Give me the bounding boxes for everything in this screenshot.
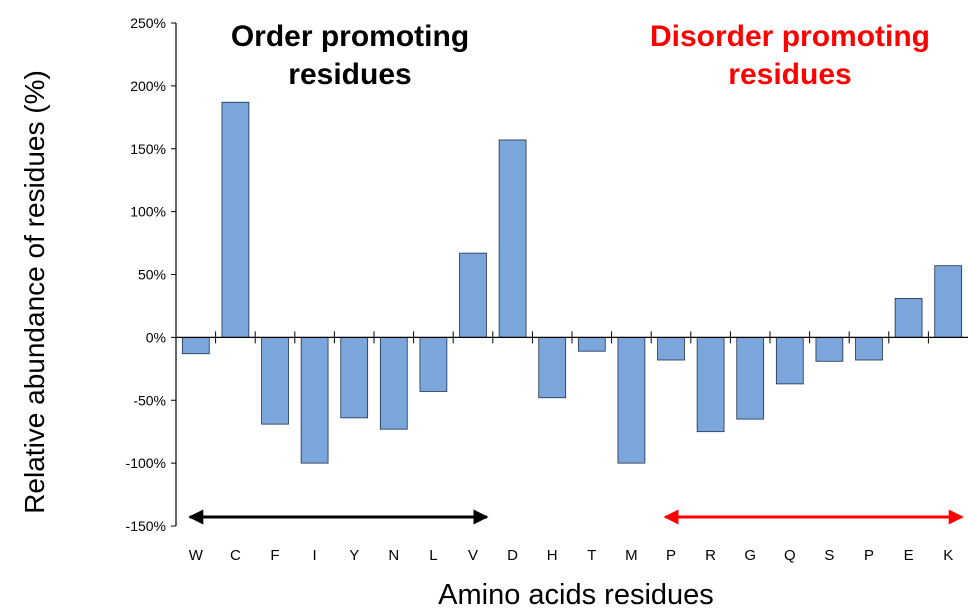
y-tick-label: -100% — [126, 455, 166, 471]
disorder-promoting-annotation: Disorder promoting residues — [610, 18, 968, 94]
x-tick-label-v-7: V — [468, 547, 478, 564]
x-tick-label-c-1: C — [230, 547, 241, 564]
y-axis-label: Relative abundance of residues (%) — [19, 70, 50, 514]
x-tick-label-p-12: P — [666, 547, 676, 564]
bar-m-11 — [617, 336, 646, 464]
x-tick-label-p-17: P — [864, 547, 874, 564]
disorder-annotation-line-1: Disorder promoting — [649, 20, 930, 53]
bar-y-4 — [340, 336, 369, 419]
x-tick-label-q-15: Q — [784, 547, 796, 564]
bar-w-0 — [181, 336, 210, 355]
disorder-annotation-line-2: residues — [728, 58, 852, 91]
order-annotation-line-2: residues — [288, 58, 412, 91]
y-axis-ticks: 250% 200% 150% 100% 50% 0% -50% -100% -150% — [126, 15, 176, 534]
y-tick-label: 200% — [130, 78, 166, 94]
axes — [175, 23, 968, 526]
x-tick-label-w-0: W — [189, 547, 204, 564]
bars — [181, 101, 963, 464]
x-tick-label-l-6: L — [429, 547, 437, 564]
x-tick-label-s-16: S — [824, 547, 834, 564]
bar-t-10 — [577, 336, 606, 352]
y-tick-label: 150% — [130, 141, 166, 157]
x-tick-label-t-10: T — [587, 547, 596, 564]
y-tick-label: 250% — [130, 15, 166, 31]
bar-r-13 — [696, 336, 725, 433]
bar-i-3 — [300, 336, 329, 464]
bar-s-16 — [815, 336, 844, 362]
x-tick-label-d-8: D — [507, 547, 518, 564]
x-tick-label-m-11: M — [625, 547, 638, 564]
bar-e-18 — [894, 297, 923, 338]
y-tick-label: -150% — [126, 518, 166, 534]
x-tick-label-f-2: F — [270, 547, 279, 564]
order-annotation-line-1: Order promoting — [230, 20, 470, 53]
x-tick-label-r-13: R — [705, 547, 716, 564]
y-tick-label: 0% — [146, 329, 166, 345]
bar-p-12 — [657, 336, 685, 361]
bar-v-7 — [459, 252, 487, 338]
x-tick-label-h-9: H — [547, 547, 558, 564]
order-promoting-annotation: Order promoting residues — [200, 18, 500, 94]
bar-l-6 — [419, 336, 448, 392]
y-tick-label: -50% — [133, 392, 166, 408]
bar-p-17 — [855, 336, 883, 361]
x-tick-label-e-18: E — [904, 547, 914, 564]
x-tick-label-g-14: G — [744, 547, 756, 564]
bar-n-5 — [379, 336, 408, 430]
x-tick-label-k-19: K — [943, 547, 953, 564]
x-tick-label-i-3: I — [313, 547, 317, 564]
bar-k-19 — [934, 265, 963, 338]
x-tick-label-y-4: Y — [349, 547, 359, 564]
x-axis-label: Amino acids residues — [438, 579, 714, 611]
y-tick-label: 100% — [130, 204, 166, 220]
bar-h-9 — [538, 336, 567, 399]
bar-f-2 — [261, 336, 289, 425]
bar-d-8 — [498, 139, 527, 338]
bar-g-14 — [736, 336, 765, 420]
x-tick-label-n-5: N — [388, 547, 399, 564]
y-tick-label: 50% — [138, 267, 166, 283]
bar-q-15 — [775, 336, 804, 385]
bar-c-1 — [221, 101, 250, 338]
